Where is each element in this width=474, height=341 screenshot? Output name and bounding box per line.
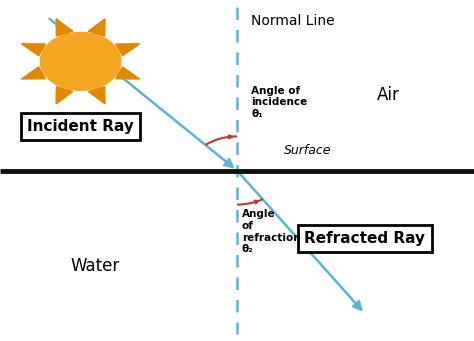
Circle shape bbox=[40, 32, 121, 90]
Text: Refracted Ray: Refracted Ray bbox=[304, 231, 426, 246]
Polygon shape bbox=[21, 67, 46, 79]
Text: Surface: Surface bbox=[284, 144, 332, 157]
Polygon shape bbox=[56, 19, 73, 36]
Polygon shape bbox=[88, 19, 105, 36]
Text: Angle
of
refraction
θ₂: Angle of refraction θ₂ bbox=[242, 209, 301, 254]
Text: Air: Air bbox=[377, 87, 400, 104]
Text: Water: Water bbox=[70, 257, 119, 275]
Text: Angle of
incidence
θ₁: Angle of incidence θ₁ bbox=[251, 86, 308, 119]
Polygon shape bbox=[56, 87, 73, 104]
Polygon shape bbox=[21, 44, 46, 56]
Polygon shape bbox=[116, 67, 140, 79]
Text: Incident Ray: Incident Ray bbox=[27, 119, 134, 134]
Polygon shape bbox=[88, 87, 105, 104]
Polygon shape bbox=[116, 44, 140, 56]
Text: Normal Line: Normal Line bbox=[251, 14, 335, 28]
